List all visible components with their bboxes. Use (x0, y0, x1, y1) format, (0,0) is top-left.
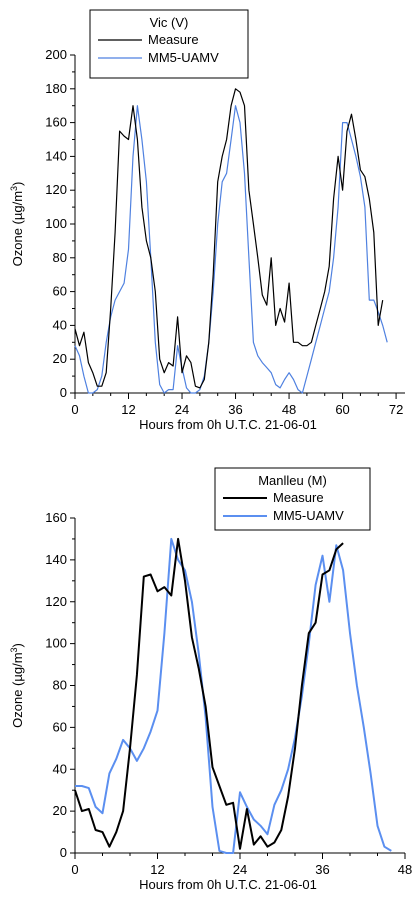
y-tick-label: 160 (45, 510, 67, 525)
y-tick-label: 40 (53, 761, 67, 776)
x-tick-label: 72 (389, 402, 403, 417)
y-tick-label: 0 (60, 845, 67, 860)
y-tick-label: 20 (53, 351, 67, 366)
y-tick-label: 60 (53, 284, 67, 299)
y-tick-label: 120 (45, 594, 67, 609)
y-tick-label: 180 (45, 81, 67, 96)
y-tick-label: 40 (53, 317, 67, 332)
legend-title: Manlleu (M) (258, 473, 327, 488)
x-tick-label: 36 (228, 402, 242, 417)
series-line-mm5-uamv (75, 537, 392, 854)
y-tick-label: 0 (60, 385, 67, 400)
y-tick-label: 160 (45, 115, 67, 130)
x-tick-label: 24 (233, 862, 247, 877)
y-tick-label: 120 (45, 182, 67, 197)
legend-label: MM5-UAMV (148, 50, 219, 65)
x-tick-label: 24 (175, 402, 189, 417)
y-tick-label: 200 (45, 47, 67, 62)
y-axis-label-end: ) (10, 182, 25, 186)
y-axis-label-text: Ozone (µg/m (10, 652, 25, 727)
y-axis-label-text: Ozone (µg/m (10, 191, 25, 266)
legend-label: MM5-UAMV (273, 508, 344, 523)
x-axis-label: Hours from 0h U.T.C. 21-06-01 (139, 417, 317, 432)
y-tick-label: 140 (45, 148, 67, 163)
x-tick-label: 48 (282, 402, 296, 417)
legend-title: Vic (V) (150, 15, 189, 30)
y-axis-label: Ozone (µg/m3) (9, 182, 25, 267)
x-tick-label: 0 (71, 402, 78, 417)
x-tick-label: 48 (398, 862, 412, 877)
legend: Vic (V) Measure MM5-UAMV (89, 9, 249, 79)
x-tick-label: 12 (150, 862, 164, 877)
y-axis-label-end: ) (10, 643, 25, 647)
y-axis-label: Ozone (µg/m3) (9, 643, 25, 728)
y-tick-label: 80 (53, 250, 67, 265)
x-tick-label: 0 (71, 862, 78, 877)
y-tick-label: 80 (53, 678, 67, 693)
series-line-measure (74, 537, 344, 850)
chart-0: 0 20 40 60 80 100 120 140 160 180 200 0 12 24 36 48 60 72… (9, 9, 405, 432)
legend: Manlleu (M) Measure MM5-UAMV (214, 467, 371, 531)
y-tick-label: 20 (53, 803, 67, 818)
y-axis-label-sup: 3 (9, 186, 19, 191)
x-axis-label: Hours from 0h U.T.C. 21-06-01 (139, 877, 317, 892)
y-tick-label: 100 (45, 216, 67, 231)
y-axis-label-sup: 3 (9, 647, 19, 652)
y-tick-label: 140 (45, 552, 67, 567)
x-tick-label: 36 (315, 862, 329, 877)
series-line-mm5-uamv (74, 105, 388, 394)
legend-label: Measure (148, 32, 199, 47)
legend-box (89, 9, 249, 79)
x-tick-label: 60 (335, 402, 349, 417)
legend-label: Measure (273, 490, 324, 505)
x-tick-label: 12 (121, 402, 135, 417)
y-tick-label: 100 (45, 636, 67, 651)
series-line-measure (74, 88, 384, 389)
y-tick-label: 60 (53, 719, 67, 734)
chart-1: 0 20 40 60 80 100 120 140 160 0 12 24 36 48 Hours from… (9, 467, 412, 892)
